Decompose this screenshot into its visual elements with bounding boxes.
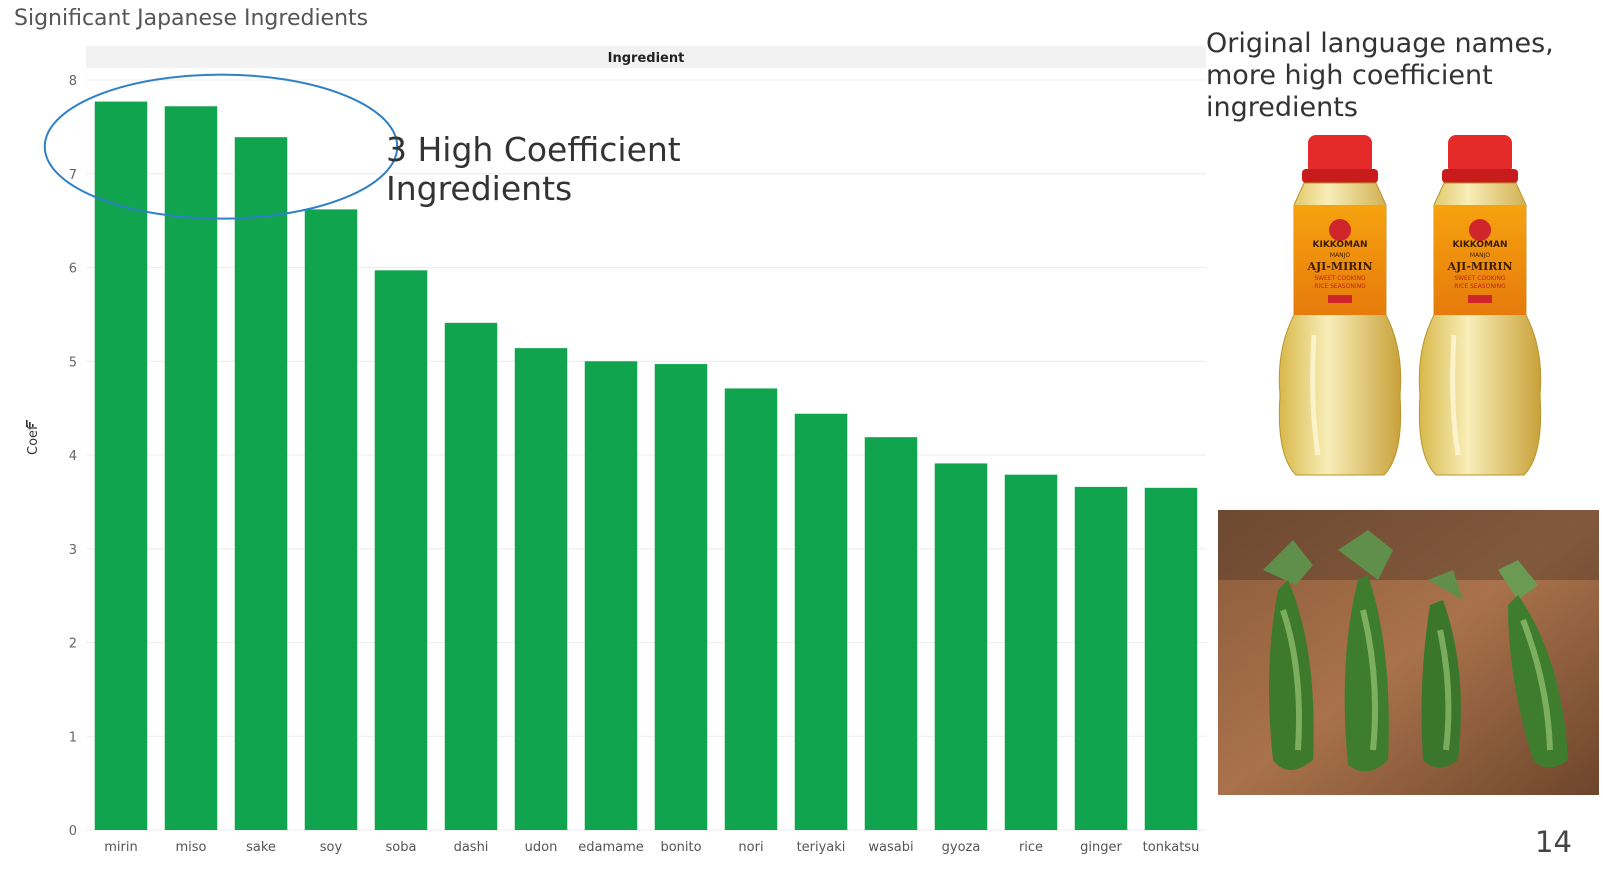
- x-tick-label: gyoza: [942, 840, 981, 855]
- bar-sake[interactable]: [234, 137, 288, 830]
- bars: [94, 101, 1198, 830]
- bottle-sub: MANJO: [1470, 252, 1491, 259]
- side-note: Original language names, more high coeff…: [1206, 28, 1554, 123]
- y-tick-label: 1: [69, 730, 77, 745]
- x-tick-label: bonito: [660, 840, 701, 855]
- y-tick-label: 4: [69, 449, 77, 464]
- bar-soy[interactable]: [304, 209, 358, 830]
- x-tick-label: ginger: [1080, 840, 1122, 855]
- y-tick-label: 6: [69, 262, 77, 277]
- bar-rice[interactable]: [1004, 474, 1058, 830]
- bar-nori[interactable]: [724, 388, 778, 830]
- bar-mirin[interactable]: [94, 101, 148, 830]
- x-tick-label: dashi: [454, 840, 489, 855]
- x-tick-labels: mirin miso sake soy soba dashi udon edamame boni…: [104, 840, 1199, 855]
- x-tick-label: wasabi: [868, 840, 913, 855]
- chart-header-band: [86, 46, 1206, 68]
- chart-header: Ingredient: [608, 51, 685, 66]
- x-tick-label: mirin: [104, 840, 137, 855]
- bar-dashi[interactable]: [444, 322, 498, 830]
- y-tick-label: 8: [69, 74, 77, 89]
- y-tick-label: 5: [69, 355, 77, 370]
- y-tick-label: 2: [69, 637, 77, 652]
- bottle-sub: MANJO: [1330, 252, 1351, 259]
- wasabi-roots-photo: [1218, 510, 1599, 795]
- bottle-brand: KIKKOMAN: [1313, 240, 1368, 250]
- x-tick-label: udon: [525, 840, 558, 855]
- bar-chart: Ingredient 0 1 2 3 4 5 6 7 8 mirin miso sake soy sob…: [26, 46, 1206, 855]
- y-axis-title-group: Coef: [26, 420, 41, 455]
- y-axis-title: Coef: [26, 425, 41, 455]
- wasabi-root-2: [1338, 530, 1393, 772]
- bottle-product: AJI-MIRIN: [1446, 260, 1512, 273]
- x-tick-label: rice: [1019, 840, 1043, 855]
- bar-bonito[interactable]: [654, 364, 708, 830]
- x-tick-label: edamame: [578, 840, 644, 855]
- bottle-desc-2: RICE SEASONING: [1454, 283, 1506, 290]
- bottle-desc-1: SWEET COOKING: [1454, 275, 1506, 282]
- bar-miso[interactable]: [164, 106, 218, 830]
- wasabi-root-4: [1498, 560, 1568, 768]
- bar-tonkatsu[interactable]: [1144, 487, 1198, 830]
- bar-udon[interactable]: [514, 348, 568, 830]
- bar-edamame[interactable]: [584, 361, 638, 830]
- bar-gyoza[interactable]: [934, 463, 988, 830]
- bottle-brand: KIKKOMAN: [1453, 240, 1508, 250]
- bottle-desc-2: RICE SEASONING: [1314, 283, 1366, 290]
- bar-soba[interactable]: [374, 270, 428, 830]
- mirin-bottles-photo: KIKKOMAN MANJO AJI-MIRIN SWEET COOKING R…: [1274, 135, 1554, 490]
- x-tick-label: soy: [320, 840, 343, 855]
- mirin-bottle-right: KIKKOMAN MANJO AJI-MIRIN SWEET COOKING R…: [1418, 135, 1542, 476]
- bar-teriyaki[interactable]: [794, 413, 848, 830]
- high-coefficient-annotation: 3 High Coefficient Ingredients: [386, 130, 681, 208]
- x-tick-label: teriyaki: [797, 840, 846, 855]
- page-number: 14: [1535, 825, 1572, 859]
- bar-wasabi[interactable]: [864, 437, 918, 830]
- x-tick-label: tonkatsu: [1143, 840, 1200, 855]
- x-tick-label: miso: [175, 840, 206, 855]
- mirin-bottle-left: KIKKOMAN MANJO AJI-MIRIN SWEET COOKING R…: [1278, 135, 1402, 476]
- x-tick-label: nori: [738, 840, 763, 855]
- y-tick-labels: 0 1 2 3 4 5 6 7 8: [69, 74, 77, 839]
- wasabi-root-1: [1263, 540, 1314, 770]
- y-tick-label: 3: [69, 543, 77, 558]
- x-tick-label: sake: [246, 840, 276, 855]
- x-tick-label: soba: [386, 840, 417, 855]
- slide-title: Significant Japanese Ingredients: [14, 6, 369, 31]
- y-tick-label: 0: [69, 824, 77, 839]
- highlight-ellipse: [43, 73, 399, 220]
- sort-icon[interactable]: [26, 420, 34, 427]
- y-tick-label: 7: [69, 168, 77, 183]
- bar-ginger[interactable]: [1074, 486, 1128, 830]
- wasabi-root-3: [1421, 570, 1463, 768]
- bottle-product: AJI-MIRIN: [1306, 260, 1372, 273]
- bottle-desc-1: SWEET COOKING: [1314, 275, 1366, 282]
